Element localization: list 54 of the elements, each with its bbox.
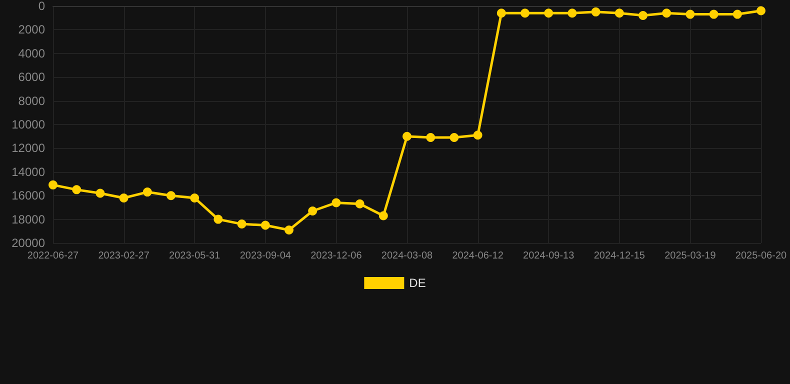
point — [638, 10, 648, 20]
point — [473, 130, 482, 140]
point — [96, 188, 105, 198]
point — [402, 132, 412, 141]
y-tick-label: 20000 — [12, 236, 46, 250]
point — [166, 191, 176, 200]
y-tick-label: 0 — [38, 0, 46, 13]
point — [72, 185, 82, 194]
y-tick-label: 8000 — [18, 94, 46, 108]
x-tick-label: 2025-06-20 — [735, 250, 788, 262]
y-tick-label: 18000 — [12, 212, 46, 226]
point — [260, 220, 270, 230]
point — [214, 214, 223, 224]
point — [355, 199, 364, 208]
point — [308, 206, 318, 216]
point — [662, 8, 672, 18]
x-tick-label: 2024-06-12 — [452, 250, 504, 262]
x-tick-label: 2022-06-27 — [27, 250, 80, 262]
point — [756, 6, 766, 16]
x-tick-label: 2024-09-13 — [523, 250, 575, 262]
point — [237, 220, 246, 229]
legend-label: DE — [409, 276, 426, 290]
point — [450, 133, 459, 142]
point — [686, 10, 695, 19]
y-tick-label: 6000 — [18, 70, 46, 84]
point — [732, 10, 742, 19]
point — [119, 193, 128, 202]
point — [614, 8, 624, 18]
y-tick-label: 10000 — [12, 118, 46, 132]
point — [520, 8, 530, 18]
point — [544, 8, 554, 18]
y-tick-label: 2000 — [18, 22, 46, 37]
x-tick-label: 2023-02-27 — [98, 250, 150, 262]
y-tick-label: 4000 — [18, 46, 46, 60]
point — [284, 225, 294, 234]
point — [190, 193, 200, 202]
x-tick-label: 2024-12-15 — [594, 250, 646, 262]
point — [591, 7, 600, 16]
y-tick-label: 12000 — [12, 141, 46, 156]
x-tick-label: 2023-05-31 — [169, 250, 221, 262]
x-tick-label: 2024-03-08 — [381, 250, 434, 262]
point — [709, 10, 718, 19]
point — [568, 8, 577, 18]
point — [48, 180, 58, 190]
x-tick-label: 2023-09-04 — [240, 250, 292, 262]
y-tick-label: 16000 — [12, 188, 46, 203]
y-tick-label: 14000 — [12, 164, 46, 179]
x-tick-label: 2025-03-19 — [664, 250, 716, 262]
point — [332, 198, 341, 208]
point — [426, 133, 436, 142]
point — [496, 8, 506, 18]
point — [142, 188, 152, 197]
point — [378, 211, 388, 220]
x-tick-label: 2023-12-06 — [310, 250, 362, 262]
